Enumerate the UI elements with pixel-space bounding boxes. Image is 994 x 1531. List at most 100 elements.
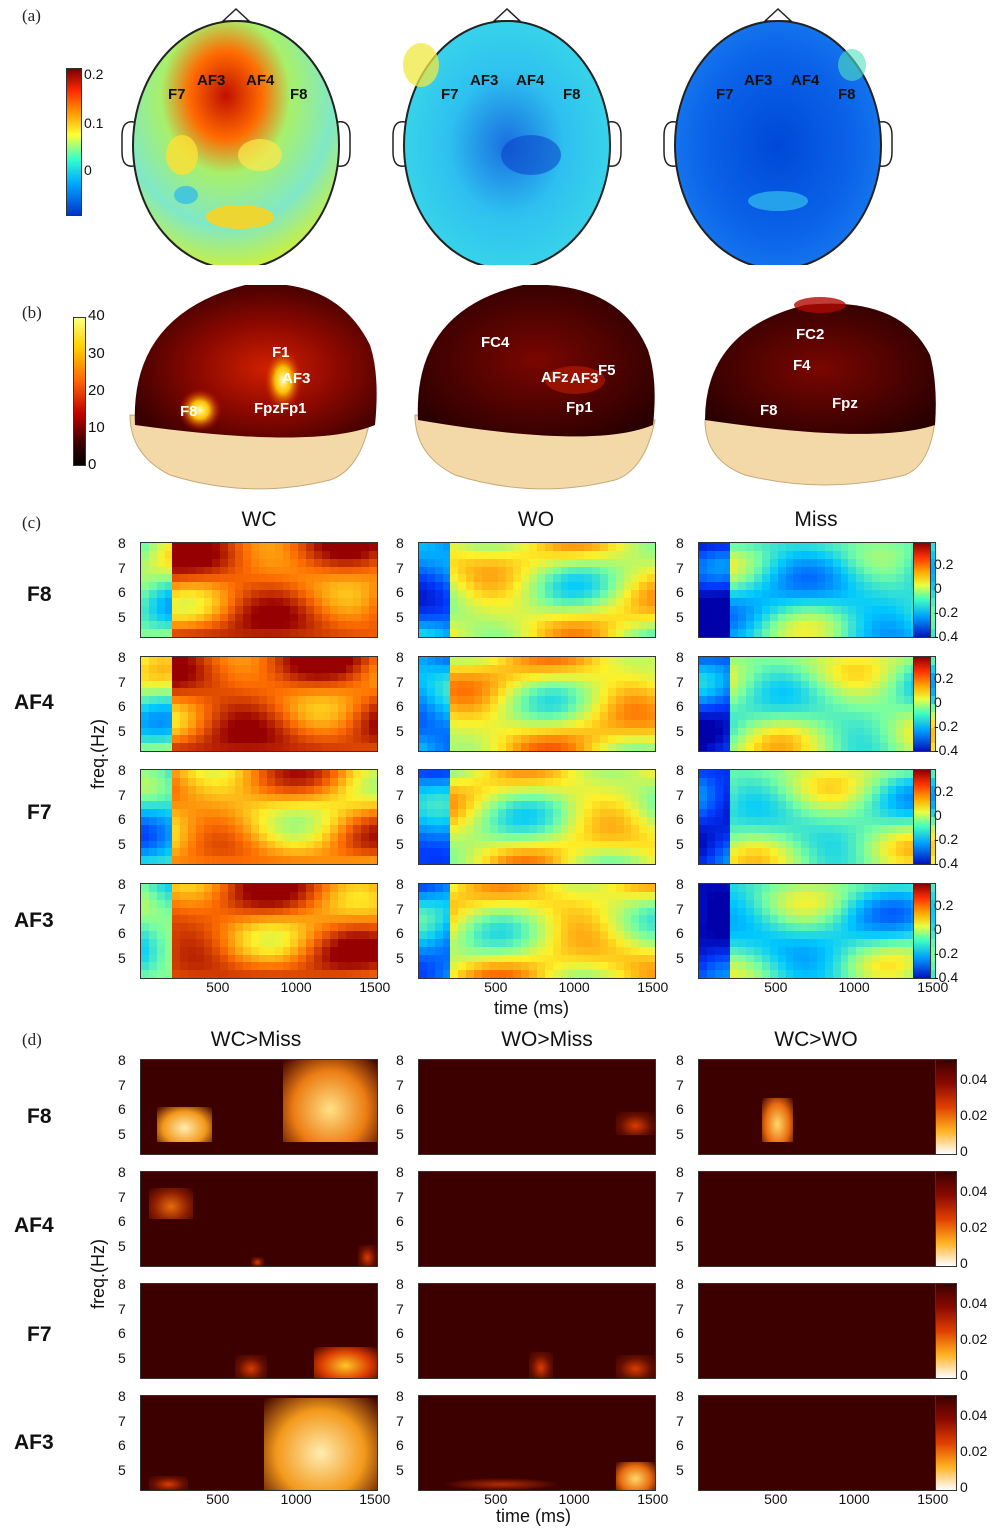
heatmap-cell [785, 719, 794, 729]
heatmap-cell [211, 931, 221, 940]
heatmap-cell [306, 621, 315, 630]
heatmap-cell [872, 954, 881, 963]
heatmap-cell [219, 664, 229, 674]
heatmap-cell [474, 793, 483, 802]
heatmap-cell [856, 938, 865, 948]
heatmap-cell [623, 848, 632, 857]
heatmap-cell [631, 550, 640, 560]
heatmap-cell [560, 688, 570, 697]
heatmap-cell [497, 543, 507, 552]
heatmap-cell [903, 735, 912, 744]
heatmap-cell [840, 613, 850, 622]
heatmap-cell [769, 621, 779, 630]
colorbar-a-tick: 0 [84, 162, 92, 178]
heatmap-cell [196, 891, 205, 901]
heatmap-cell [251, 711, 260, 721]
heatmap-cell [196, 550, 205, 560]
heatmap-cell [848, 840, 857, 849]
heatmap-cell [458, 817, 467, 826]
heatmap-cell [903, 938, 912, 948]
heatmap-cell [631, 711, 640, 721]
pvalue-map-AF3-WO>Miss [418, 1395, 656, 1491]
heatmap-cell [442, 923, 452, 932]
heatmap-cell [369, 711, 377, 721]
y-axis-title: freq.(Hz) [88, 718, 108, 789]
heatmap-cell [848, 582, 857, 591]
y-tick-label: 7 [396, 1076, 404, 1093]
heatmap-cell [227, 696, 236, 705]
heatmap-cell [785, 946, 794, 956]
heatmap-cell [172, 970, 181, 978]
heatmap-cell [887, 558, 897, 568]
heatmap-cell [227, 550, 236, 560]
heatmap-cell [442, 727, 452, 736]
heatmap-cell [172, 899, 181, 909]
heatmap-cell [824, 664, 834, 674]
heatmap-cell [505, 809, 514, 818]
heatmap-cell [282, 664, 292, 674]
heatmap-cell [754, 785, 763, 795]
heatmap-cell [172, 664, 181, 674]
heatmap-cell [537, 832, 546, 842]
heatmap-cell [442, 856, 452, 864]
heatmap-cell [576, 657, 585, 666]
heatmap-cell [513, 777, 522, 787]
heatmap-cell [639, 923, 648, 932]
heatmap-cell [442, 793, 452, 802]
heatmap-cell [497, 743, 507, 751]
heatmap-cell [188, 543, 197, 552]
y-tick-label: 5 [676, 723, 684, 739]
heatmap-cell [599, 664, 609, 674]
heatmap-cell [615, 574, 625, 583]
heatmap-cell [584, 613, 593, 622]
heatmap-cell [584, 727, 593, 736]
y-tick-label: 8 [118, 1388, 126, 1404]
heatmap-cell [434, 962, 444, 971]
heatmap-cell [282, 954, 292, 963]
significant-region [148, 1188, 193, 1219]
heatmap-cell [329, 907, 339, 916]
heatmap-cell [824, 832, 834, 842]
heatmap-cell [631, 574, 640, 583]
colorbar-c-tick: 0.2 [934, 783, 954, 799]
heatmap-cell [746, 793, 755, 802]
heatmap-cell [426, 840, 436, 849]
heatmap-cell [824, 550, 834, 560]
heatmap-cell [903, 704, 912, 713]
heatmap-cell [754, 954, 763, 963]
heatmap-cell [529, 558, 538, 568]
heatmap-cell [738, 954, 747, 963]
heatmap-cell [211, 558, 221, 568]
heatmap-cell [840, 938, 850, 948]
heatmap-cell [450, 664, 459, 674]
heatmap-cell [203, 793, 213, 802]
heatmap-cell [631, 848, 640, 857]
heatmap-cell [706, 680, 716, 689]
heatmap-cell [497, 793, 507, 802]
panel-label-b: (b) [22, 303, 42, 322]
heatmap-cell [529, 801, 538, 810]
heatmap-cell [801, 856, 810, 864]
heatmap-cell [274, 629, 284, 637]
heatmap-cell [738, 899, 747, 909]
heatmap-cell [887, 688, 897, 697]
heatmap-cell [840, 574, 850, 583]
heatmap-cell [369, 907, 377, 916]
heatmap-cell [552, 743, 562, 751]
heatmap-cell [801, 719, 810, 729]
heatmap-cell [879, 915, 889, 924]
heatmap-cell [156, 621, 166, 630]
heatmap-cell [699, 590, 708, 599]
heatmap-cell [560, 907, 570, 916]
heatmap-cell [615, 621, 625, 630]
heatmap-cell [809, 743, 818, 751]
heatmap-cell [513, 840, 522, 849]
heatmap-cell [361, 856, 370, 864]
heatmap-cell [156, 899, 166, 909]
heatmap-cell [730, 970, 739, 978]
heatmap-cell [777, 884, 787, 893]
heatmap-cell [722, 711, 732, 721]
heatmap-cell [361, 915, 370, 924]
heatmap-cell [706, 550, 716, 560]
heatmap-cell [754, 801, 763, 810]
